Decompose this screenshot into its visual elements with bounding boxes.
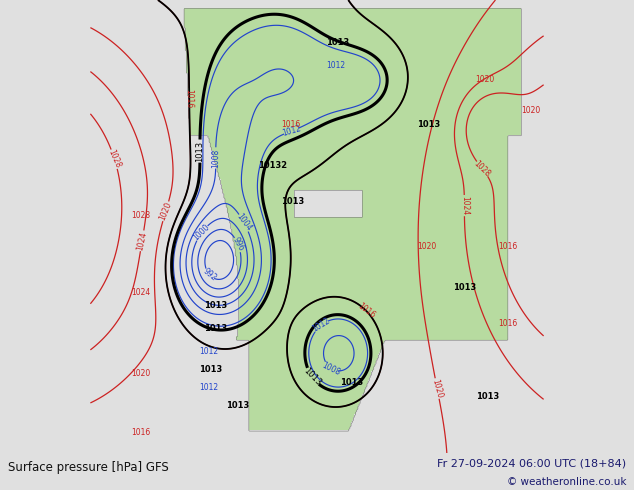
Text: 1016: 1016: [498, 319, 517, 328]
Text: 1016: 1016: [184, 89, 194, 108]
Text: 1016: 1016: [281, 120, 300, 129]
Text: 1013: 1013: [281, 197, 304, 206]
Text: 1013: 1013: [340, 378, 363, 387]
Text: 10132: 10132: [258, 161, 287, 170]
Text: 1012: 1012: [199, 346, 218, 356]
Text: 1013: 1013: [195, 141, 205, 162]
Text: 1013: 1013: [476, 392, 499, 401]
Text: 1012: 1012: [199, 383, 218, 392]
Text: 1028: 1028: [131, 211, 150, 220]
Text: 1020: 1020: [131, 369, 150, 378]
Text: 1024: 1024: [131, 288, 150, 296]
Text: 1013: 1013: [326, 38, 349, 48]
Text: 992: 992: [201, 267, 218, 283]
Text: 1020: 1020: [430, 378, 444, 399]
Text: 1028: 1028: [472, 159, 492, 179]
Text: 1024: 1024: [460, 196, 469, 215]
Text: 1020: 1020: [158, 201, 174, 222]
Text: 1013: 1013: [204, 324, 227, 333]
Text: 1016: 1016: [131, 428, 150, 437]
Text: Surface pressure [hPa] GFS: Surface pressure [hPa] GFS: [8, 462, 169, 474]
Text: 1012: 1012: [281, 124, 302, 138]
Text: 1008: 1008: [321, 360, 342, 377]
Text: 1020: 1020: [476, 74, 495, 84]
Text: 1013: 1013: [199, 365, 223, 374]
Text: 1013: 1013: [226, 401, 250, 410]
Text: 1012: 1012: [311, 317, 332, 334]
Text: © weatheronline.co.uk: © weatheronline.co.uk: [507, 477, 626, 487]
Text: 996: 996: [231, 236, 245, 253]
Text: 1008: 1008: [211, 148, 220, 168]
Text: 1012: 1012: [326, 61, 345, 70]
Text: 1013: 1013: [417, 120, 440, 129]
Text: 1020: 1020: [521, 106, 540, 115]
Text: 1013: 1013: [302, 367, 323, 388]
Text: 1020: 1020: [417, 242, 436, 251]
Text: 1000: 1000: [191, 222, 212, 243]
Text: 1016: 1016: [356, 302, 377, 320]
Text: 1004: 1004: [235, 212, 254, 233]
Text: 1013: 1013: [453, 283, 476, 292]
Text: 1028: 1028: [107, 148, 122, 170]
Text: 1024: 1024: [136, 230, 148, 251]
Text: 1013: 1013: [204, 301, 227, 310]
Text: 1016: 1016: [498, 242, 517, 251]
Text: Fr 27-09-2024 06:00 UTC (18+84): Fr 27-09-2024 06:00 UTC (18+84): [437, 459, 626, 468]
